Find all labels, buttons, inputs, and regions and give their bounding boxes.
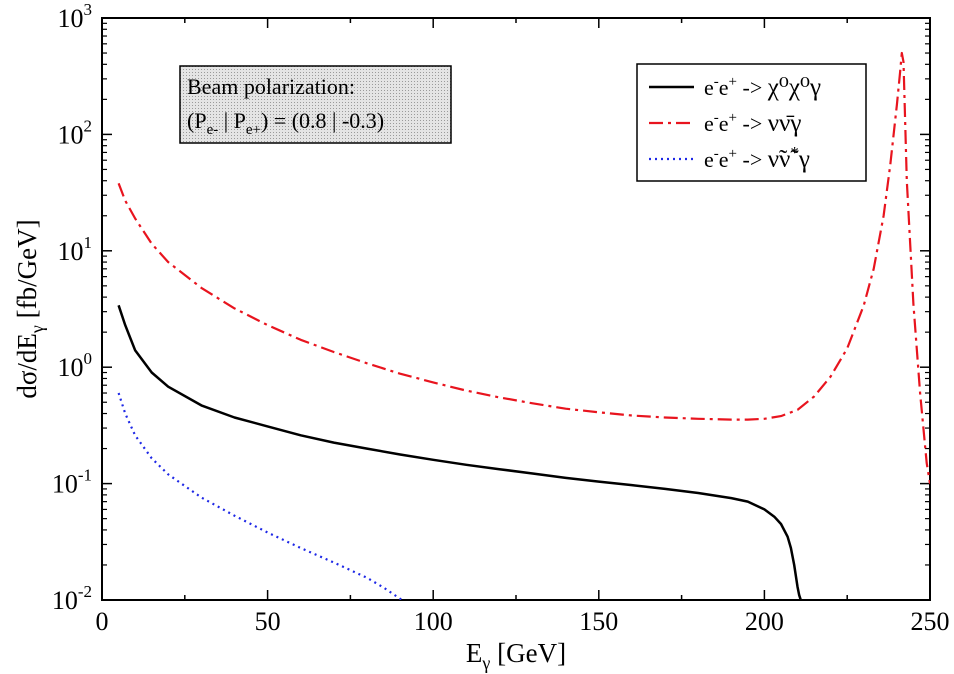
y-axis: 10-2 10-1 100 101 102 103 (52, 0, 930, 615)
y-axis-title: dσ/dEγ [fb/GeV] (12, 219, 47, 398)
polarization-note: Beam polarization: (Pe- | Pe+) = (0.8 | … (179, 65, 452, 144)
x-axis: 0 50 100 150 200 250 (96, 18, 950, 636)
y-tick-label: 10-2 (52, 582, 92, 615)
x-tick-label: 50 (255, 607, 281, 636)
y-tick-label: 102 (58, 116, 93, 149)
y-tick-label: 101 (58, 233, 93, 266)
x-tick-label: 100 (414, 607, 453, 636)
y-tick-label: 100 (58, 349, 93, 382)
legend-label-1: e-e+ -> χ⁰χ⁰γ (704, 74, 821, 101)
y-tick-label: 10-1 (52, 466, 92, 499)
x-tick-label: 0 (96, 607, 109, 636)
y-tick-label: 103 (58, 0, 93, 33)
polarization-note-line1: Beam polarization: (187, 74, 355, 99)
x-tick-label: 250 (911, 607, 950, 636)
x-tick-label: 200 (745, 607, 784, 636)
series-line-1 (117, 304, 802, 600)
series-layer (117, 51, 930, 600)
x-tick-label: 150 (579, 607, 618, 636)
legend-label-2: e-e+ -> νν̄γ (704, 110, 801, 137)
polarization-note-line2: (Pe- | Pe+) = (0.8 | -0.3) (187, 108, 384, 138)
legend-box (636, 63, 867, 182)
x-axis-title: Eγ [GeV] (466, 638, 566, 673)
polarization-note-box (179, 65, 452, 144)
series-line-3 (117, 392, 404, 600)
